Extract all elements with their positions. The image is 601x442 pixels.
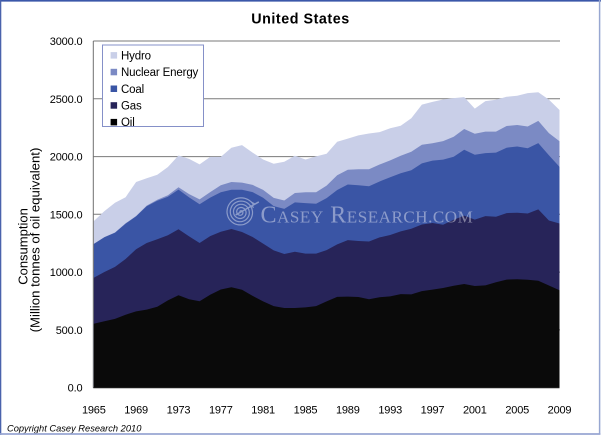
svg-text:1000.0: 1000.0 bbox=[50, 267, 83, 279]
svg-text:Consumption: Consumption bbox=[16, 208, 31, 285]
svg-text:United States: United States bbox=[251, 11, 350, 27]
svg-text:Nuclear Energy: Nuclear Energy bbox=[121, 67, 199, 79]
svg-text:Oil: Oil bbox=[121, 117, 135, 129]
svg-text:1965: 1965 bbox=[82, 404, 106, 416]
svg-text:2005: 2005 bbox=[505, 404, 529, 416]
svg-text:3000.0: 3000.0 bbox=[50, 36, 83, 48]
svg-text:500.0: 500.0 bbox=[56, 325, 83, 337]
svg-text:1989: 1989 bbox=[336, 404, 360, 416]
svg-text:Hydro: Hydro bbox=[121, 50, 151, 62]
svg-text:(Million tonnes of oil equival: (Million tonnes of oil equivalent) bbox=[28, 148, 43, 333]
svg-text:2000.0: 2000.0 bbox=[50, 152, 83, 164]
svg-text:0.0: 0.0 bbox=[68, 383, 83, 395]
svg-text:1993: 1993 bbox=[378, 404, 402, 416]
svg-text:1500.0: 1500.0 bbox=[50, 209, 83, 221]
svg-text:1977: 1977 bbox=[209, 404, 233, 416]
svg-text:1985: 1985 bbox=[294, 404, 318, 416]
svg-text:1973: 1973 bbox=[167, 404, 191, 416]
svg-text:Copyright Casey Research 2010: Copyright Casey Research 2010 bbox=[7, 424, 142, 434]
svg-text:1969: 1969 bbox=[124, 404, 148, 416]
svg-text:1981: 1981 bbox=[251, 404, 275, 416]
svg-text:CASEY RESEARCH.COM: CASEY RESEARCH.COM bbox=[261, 203, 474, 229]
svg-text:Coal: Coal bbox=[121, 84, 144, 96]
svg-text:2500.0: 2500.0 bbox=[50, 94, 83, 106]
svg-text:1997: 1997 bbox=[421, 404, 445, 416]
svg-text:Gas: Gas bbox=[121, 101, 142, 113]
svg-text:2001: 2001 bbox=[463, 404, 487, 416]
svg-text:2009: 2009 bbox=[548, 404, 572, 416]
